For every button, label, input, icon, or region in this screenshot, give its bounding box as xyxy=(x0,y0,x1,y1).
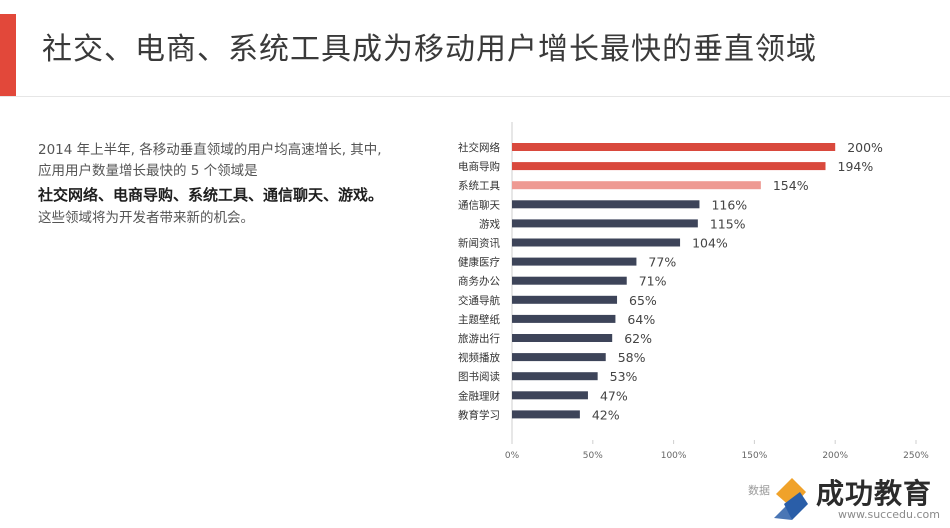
x-tick-label: 50% xyxy=(583,451,603,461)
x-tick-label: 200% xyxy=(822,451,848,461)
value-label: 58% xyxy=(618,350,646,365)
category-label: 新闻资讯 xyxy=(458,237,500,250)
bar xyxy=(512,238,681,247)
value-label: 64% xyxy=(627,312,655,327)
value-label: 104% xyxy=(692,236,728,251)
bar xyxy=(512,276,627,285)
value-label: 53% xyxy=(610,369,638,384)
bar xyxy=(512,200,700,209)
category-label: 游戏 xyxy=(479,217,500,230)
value-label: 62% xyxy=(624,331,652,346)
category-label: 电商导购 xyxy=(458,160,500,173)
category-label: 交通导航 xyxy=(458,294,500,307)
bar xyxy=(512,143,836,151)
category-label: 教育学习 xyxy=(458,408,500,421)
title-divider xyxy=(0,96,950,97)
bar xyxy=(512,181,761,190)
intro-text-block: 2014 年上半年, 各移动垂直领域的用户均高速增长, 其中, 应用用户数量增长… xyxy=(38,140,418,229)
category-label: 系统工具 xyxy=(458,179,500,192)
intro-line-1: 2014 年上半年, 各移动垂直领域的用户均高速增长, 其中, xyxy=(38,142,382,158)
intro-highlight: 社交网络、电商导购、系统工具、通信聊天、游戏。 xyxy=(38,186,384,204)
bar xyxy=(512,334,613,342)
value-label: 115% xyxy=(710,216,746,231)
bar xyxy=(512,219,698,228)
watermark-brand: 成功教育 xyxy=(816,477,933,510)
bar xyxy=(512,314,616,323)
value-label: 200% xyxy=(847,140,883,155)
x-tick-label: 100% xyxy=(661,451,687,461)
x-tick-label: 250% xyxy=(903,451,929,461)
x-tick-label: 0% xyxy=(505,451,520,461)
bar xyxy=(512,410,580,419)
bar xyxy=(512,162,826,171)
bar xyxy=(512,353,606,362)
watermark: 数据 成功教育 www.succedu.com xyxy=(746,470,950,528)
value-label: 42% xyxy=(592,407,620,422)
value-label: 65% xyxy=(629,293,657,308)
bar xyxy=(512,372,598,381)
intro-line-3: 这些领域将为开发者带来新的机会。 xyxy=(38,210,254,226)
watermark-source-text: 数据 xyxy=(748,484,770,497)
x-tick-label: 150% xyxy=(742,451,768,461)
brand-logo-icon xyxy=(774,478,808,520)
bar xyxy=(512,295,618,304)
bar xyxy=(512,257,637,266)
value-label: 116% xyxy=(711,197,747,212)
category-label: 商务办公 xyxy=(458,275,500,288)
category-label: 通信聊天 xyxy=(458,198,500,211)
category-label: 金融理财 xyxy=(458,389,500,402)
category-label: 主题壁纸 xyxy=(458,313,500,326)
value-label: 77% xyxy=(648,255,676,270)
growth-bar-chart: 社交网络 200% 电商导购 194% 系统工具 154% 通信聊天 116% 游戏 115% 新闻… xyxy=(458,122,929,461)
intro-line-2: 应用用户数量增长最快的 5 个领域是 xyxy=(38,163,258,179)
bar xyxy=(512,391,588,400)
title-accent-bar xyxy=(0,14,16,96)
category-label: 健康医疗 xyxy=(458,256,500,269)
value-label: 47% xyxy=(600,388,628,403)
value-label: 194% xyxy=(838,159,874,174)
page-title: 社交、电商、系统工具成为移动用户增长最快的垂直领域 xyxy=(42,32,817,67)
category-label: 图书阅读 xyxy=(458,370,500,383)
watermark-url: www.succedu.com xyxy=(838,508,940,521)
category-label: 视频播放 xyxy=(458,351,500,364)
category-label: 旅游出行 xyxy=(458,332,500,345)
category-label: 社交网络 xyxy=(458,141,500,154)
value-label: 71% xyxy=(639,274,667,289)
value-label: 154% xyxy=(773,178,809,193)
